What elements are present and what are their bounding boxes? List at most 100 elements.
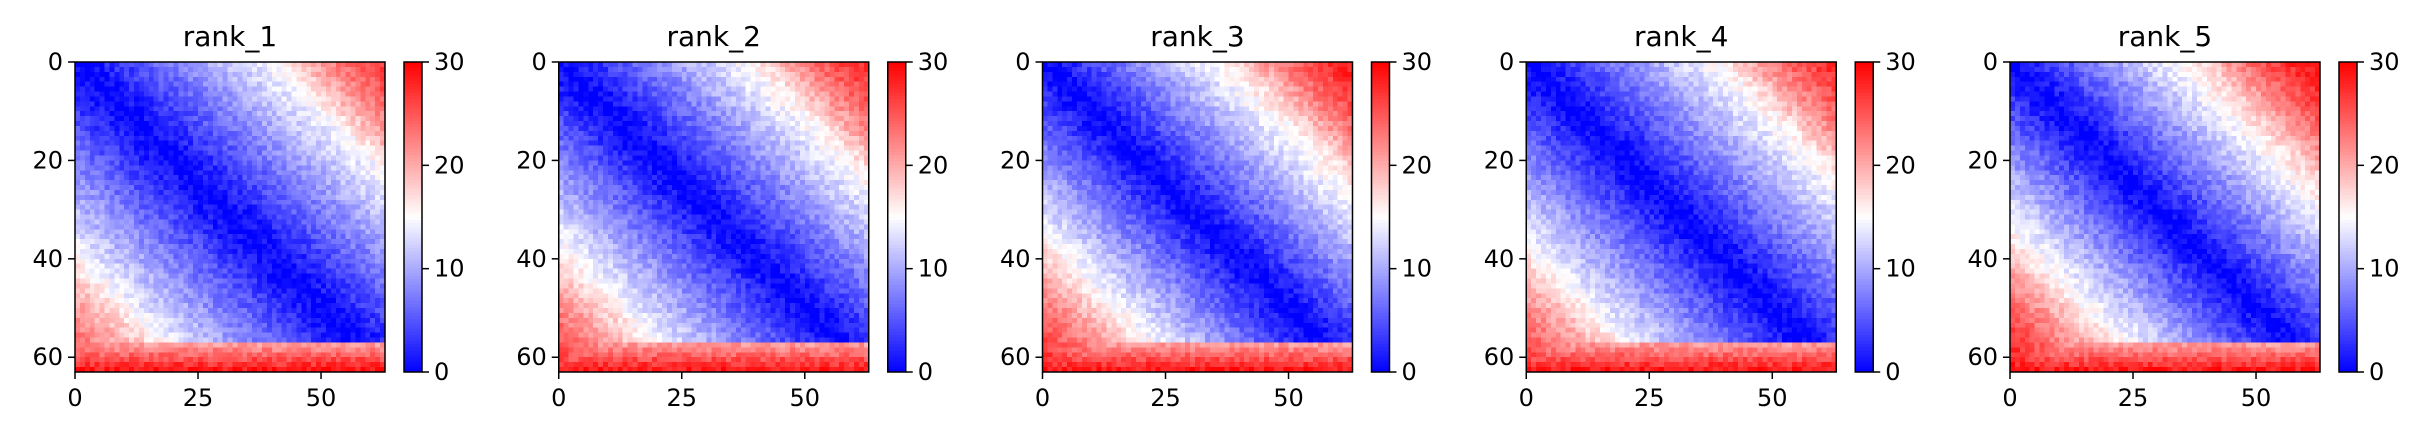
heatmap-cell bbox=[271, 130, 278, 137]
heatmap-cell bbox=[143, 71, 150, 78]
heatmap-cell bbox=[780, 62, 786, 68]
heatmap-cell bbox=[340, 352, 346, 358]
heatmap-cell bbox=[375, 347, 381, 353]
heatmap-cell bbox=[252, 185, 258, 191]
heatmap-cell bbox=[276, 357, 283, 363]
heatmap-cell bbox=[340, 91, 346, 97]
heatmap-cell bbox=[291, 283, 297, 289]
heatmap-cell bbox=[148, 317, 155, 324]
heatmap-cell bbox=[104, 209, 110, 215]
heatmap-cell bbox=[642, 66, 648, 73]
heatmap-cell bbox=[330, 327, 337, 333]
heatmap-cell bbox=[242, 224, 248, 230]
heatmap-cell bbox=[138, 258, 145, 265]
heatmap-cell bbox=[247, 229, 253, 235]
heatmap-cell bbox=[301, 121, 307, 127]
heatmap-cell bbox=[839, 81, 845, 87]
heatmap-cell bbox=[340, 234, 346, 240]
heatmap-cell bbox=[217, 337, 223, 343]
heatmap-cell bbox=[558, 86, 565, 92]
heatmap-cell bbox=[330, 71, 337, 78]
heatmap-cell bbox=[350, 234, 356, 240]
heatmap-cell bbox=[193, 298, 199, 304]
heatmap-cell bbox=[750, 66, 756, 73]
heatmap-cell bbox=[711, 81, 717, 87]
heatmap-cell bbox=[227, 81, 233, 87]
heatmap-cell bbox=[104, 66, 110, 73]
heatmap-cell bbox=[612, 62, 619, 68]
heatmap-cell bbox=[345, 273, 351, 279]
heatmap-cell bbox=[138, 130, 145, 137]
heatmap-cell bbox=[168, 337, 174, 343]
heatmap-cell bbox=[84, 175, 91, 181]
heatmap-cell bbox=[89, 165, 96, 171]
heatmap-cell bbox=[355, 332, 361, 338]
heatmap-cell bbox=[321, 357, 327, 363]
heatmap-cell bbox=[316, 194, 322, 201]
heatmap-cell bbox=[168, 125, 174, 132]
heatmap-cell bbox=[104, 248, 110, 255]
heatmap-cell bbox=[75, 229, 81, 235]
heatmap-cell bbox=[340, 229, 346, 235]
heatmap-cell bbox=[257, 96, 263, 102]
heatmap-cell bbox=[607, 116, 614, 122]
heatmap-cell bbox=[316, 111, 322, 117]
heatmap-cell bbox=[153, 234, 160, 240]
heatmap-cell bbox=[212, 130, 219, 137]
heatmap-cell bbox=[163, 165, 169, 171]
heatmap-cell bbox=[114, 327, 120, 333]
heatmap-cell bbox=[188, 96, 194, 102]
heatmap-cell bbox=[129, 214, 135, 220]
heatmap-cell bbox=[775, 116, 781, 122]
heatmap-cell bbox=[237, 317, 243, 324]
heatmap-cell bbox=[198, 347, 204, 353]
heatmap-cell bbox=[809, 76, 815, 83]
heatmap-cell bbox=[296, 130, 302, 137]
heatmap-cell bbox=[207, 288, 214, 294]
heatmap-cell bbox=[89, 367, 96, 373]
heatmap-cell bbox=[212, 175, 219, 181]
heatmap-cell bbox=[119, 180, 125, 186]
heatmap-cell bbox=[578, 76, 584, 83]
heatmap-cell bbox=[207, 332, 214, 338]
heatmap-cell bbox=[316, 106, 322, 112]
heatmap-cell bbox=[114, 71, 120, 78]
heatmap-cell bbox=[104, 337, 110, 343]
heatmap-cell bbox=[79, 258, 86, 265]
heatmap-cell bbox=[138, 194, 145, 201]
heatmap-cell bbox=[306, 263, 312, 270]
heatmap-cell bbox=[99, 130, 105, 137]
heatmap-cell bbox=[360, 116, 366, 122]
heatmap-cell bbox=[311, 258, 317, 265]
heatmap-cell bbox=[380, 312, 386, 319]
colorbar-segment bbox=[404, 235, 422, 240]
heatmap-cell bbox=[261, 219, 268, 225]
heatmap-cell bbox=[360, 214, 366, 220]
heatmap-cell bbox=[286, 121, 292, 127]
heatmap-cell bbox=[291, 214, 297, 220]
colorbar-segment bbox=[404, 322, 422, 326]
heatmap-cell bbox=[691, 96, 697, 102]
heatmap-cell bbox=[829, 71, 835, 78]
heatmap-cell bbox=[252, 317, 258, 324]
heatmap-cell bbox=[365, 224, 371, 230]
heatmap-cell bbox=[129, 106, 135, 112]
heatmap-cell bbox=[593, 76, 599, 83]
heatmap-cell bbox=[350, 135, 356, 142]
heatmap-cell bbox=[281, 76, 287, 83]
heatmap-cell bbox=[706, 91, 712, 97]
heatmap-cell bbox=[188, 229, 194, 235]
colorbar-segment bbox=[404, 201, 422, 205]
heatmap-cell bbox=[188, 140, 194, 147]
heatmap-cell bbox=[148, 71, 155, 78]
heatmap-cell bbox=[858, 76, 865, 83]
heatmap-cell bbox=[578, 116, 584, 122]
heatmap-cell bbox=[716, 86, 722, 92]
heatmap-cell bbox=[301, 86, 307, 92]
heatmap-cell bbox=[193, 91, 199, 97]
heatmap-cell bbox=[109, 194, 115, 201]
heatmap-cell bbox=[94, 288, 100, 294]
colorbar-segment bbox=[404, 263, 422, 267]
heatmap-cell bbox=[355, 268, 361, 274]
heatmap-cell bbox=[173, 263, 179, 270]
